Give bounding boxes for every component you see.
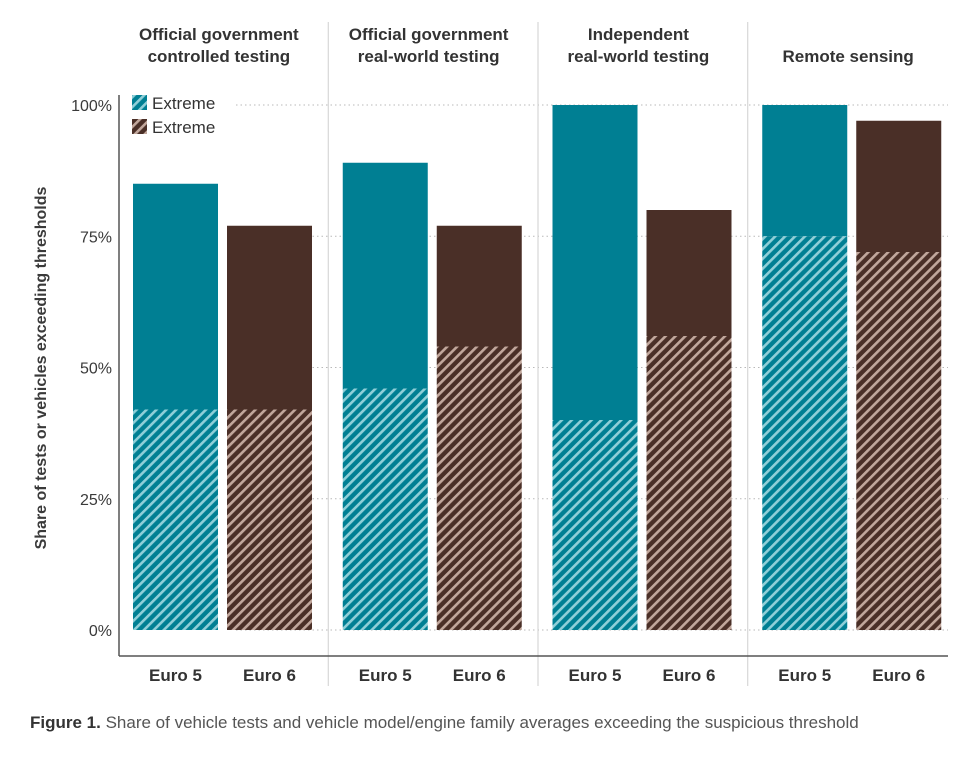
panel-title: Official government controlled testing [139, 25, 299, 66]
bar-euro5-hatched [342, 388, 428, 630]
x-category-label: Euro 5 [778, 666, 831, 685]
legend: Extreme Extreme [132, 94, 215, 137]
legend-label-euro5: Extreme [152, 94, 215, 113]
bar-euro6-hatched [436, 346, 522, 630]
bars [133, 105, 942, 630]
panel-title-line: Independent [588, 25, 689, 44]
x-category-label: Euro 6 [663, 666, 716, 685]
bar-euro5-hatched [133, 409, 218, 630]
bar-euro6-solid [227, 225, 312, 410]
y-tick-label: 75% [80, 229, 112, 246]
x-category-label: Euro 6 [453, 666, 506, 685]
y-tick-label: 100% [71, 98, 112, 115]
bar-euro6-hatched [646, 336, 732, 630]
legend-swatch-euro5 [132, 95, 147, 110]
axes [118, 95, 948, 657]
panel-title: Independent real-world testing [568, 25, 710, 66]
panel-title-line: Official government [349, 25, 509, 44]
y-axis-label: Share of tests or vehicles exceeding thr… [33, 187, 50, 550]
caption-label: Figure 1. [30, 713, 101, 732]
x-category-label: Euro 6 [872, 666, 925, 685]
bar-euro6-solid [436, 225, 522, 347]
y-tick-label: 50% [80, 361, 112, 378]
caption-text: Share of vehicle tests and vehicle model… [100, 713, 859, 732]
bar-euro6-hatched [856, 252, 942, 630]
bar-euro5-solid [133, 183, 218, 410]
bar-euro5-hatched [552, 420, 638, 630]
panel-title: Remote sensing [782, 47, 913, 66]
bar-euro5-solid [552, 105, 638, 420]
x-category-label: Euro 5 [149, 666, 202, 685]
panel-title-line: Remote sensing [782, 47, 913, 66]
bar-euro5-hatched [762, 236, 848, 630]
chart: 0% 25% 50% 75% 100% Official government contro… [33, 22, 948, 686]
x-category-label: Euro 5 [569, 666, 622, 685]
legend-label-euro6: Extreme [152, 118, 215, 137]
y-tick-label: 25% [80, 492, 112, 509]
y-tick-label: 0% [89, 623, 112, 640]
bar-euro6-solid [856, 120, 942, 252]
panel-title-line: controlled testing [148, 47, 291, 66]
bar-euro6-hatched [227, 409, 312, 630]
panel-title-line: real-world testing [568, 47, 710, 66]
x-category-label: Euro 6 [243, 666, 296, 685]
bar-euro6-solid [646, 210, 732, 336]
panel-title: Official government real-world testing [349, 25, 509, 66]
bar-euro5-solid [342, 162, 428, 389]
panel-title-line: real-world testing [358, 47, 500, 66]
bar-euro5-solid [762, 105, 848, 237]
legend-swatch-euro6 [132, 119, 147, 134]
panel-title-line: Official government [139, 25, 299, 44]
panel-separators [327, 22, 749, 686]
figure-caption: Figure 1. Share of vehicle tests and veh… [30, 709, 930, 736]
chart-labels: 0% 25% 50% 75% 100% Official government contro… [71, 25, 925, 685]
x-category-label: Euro 5 [359, 666, 412, 685]
